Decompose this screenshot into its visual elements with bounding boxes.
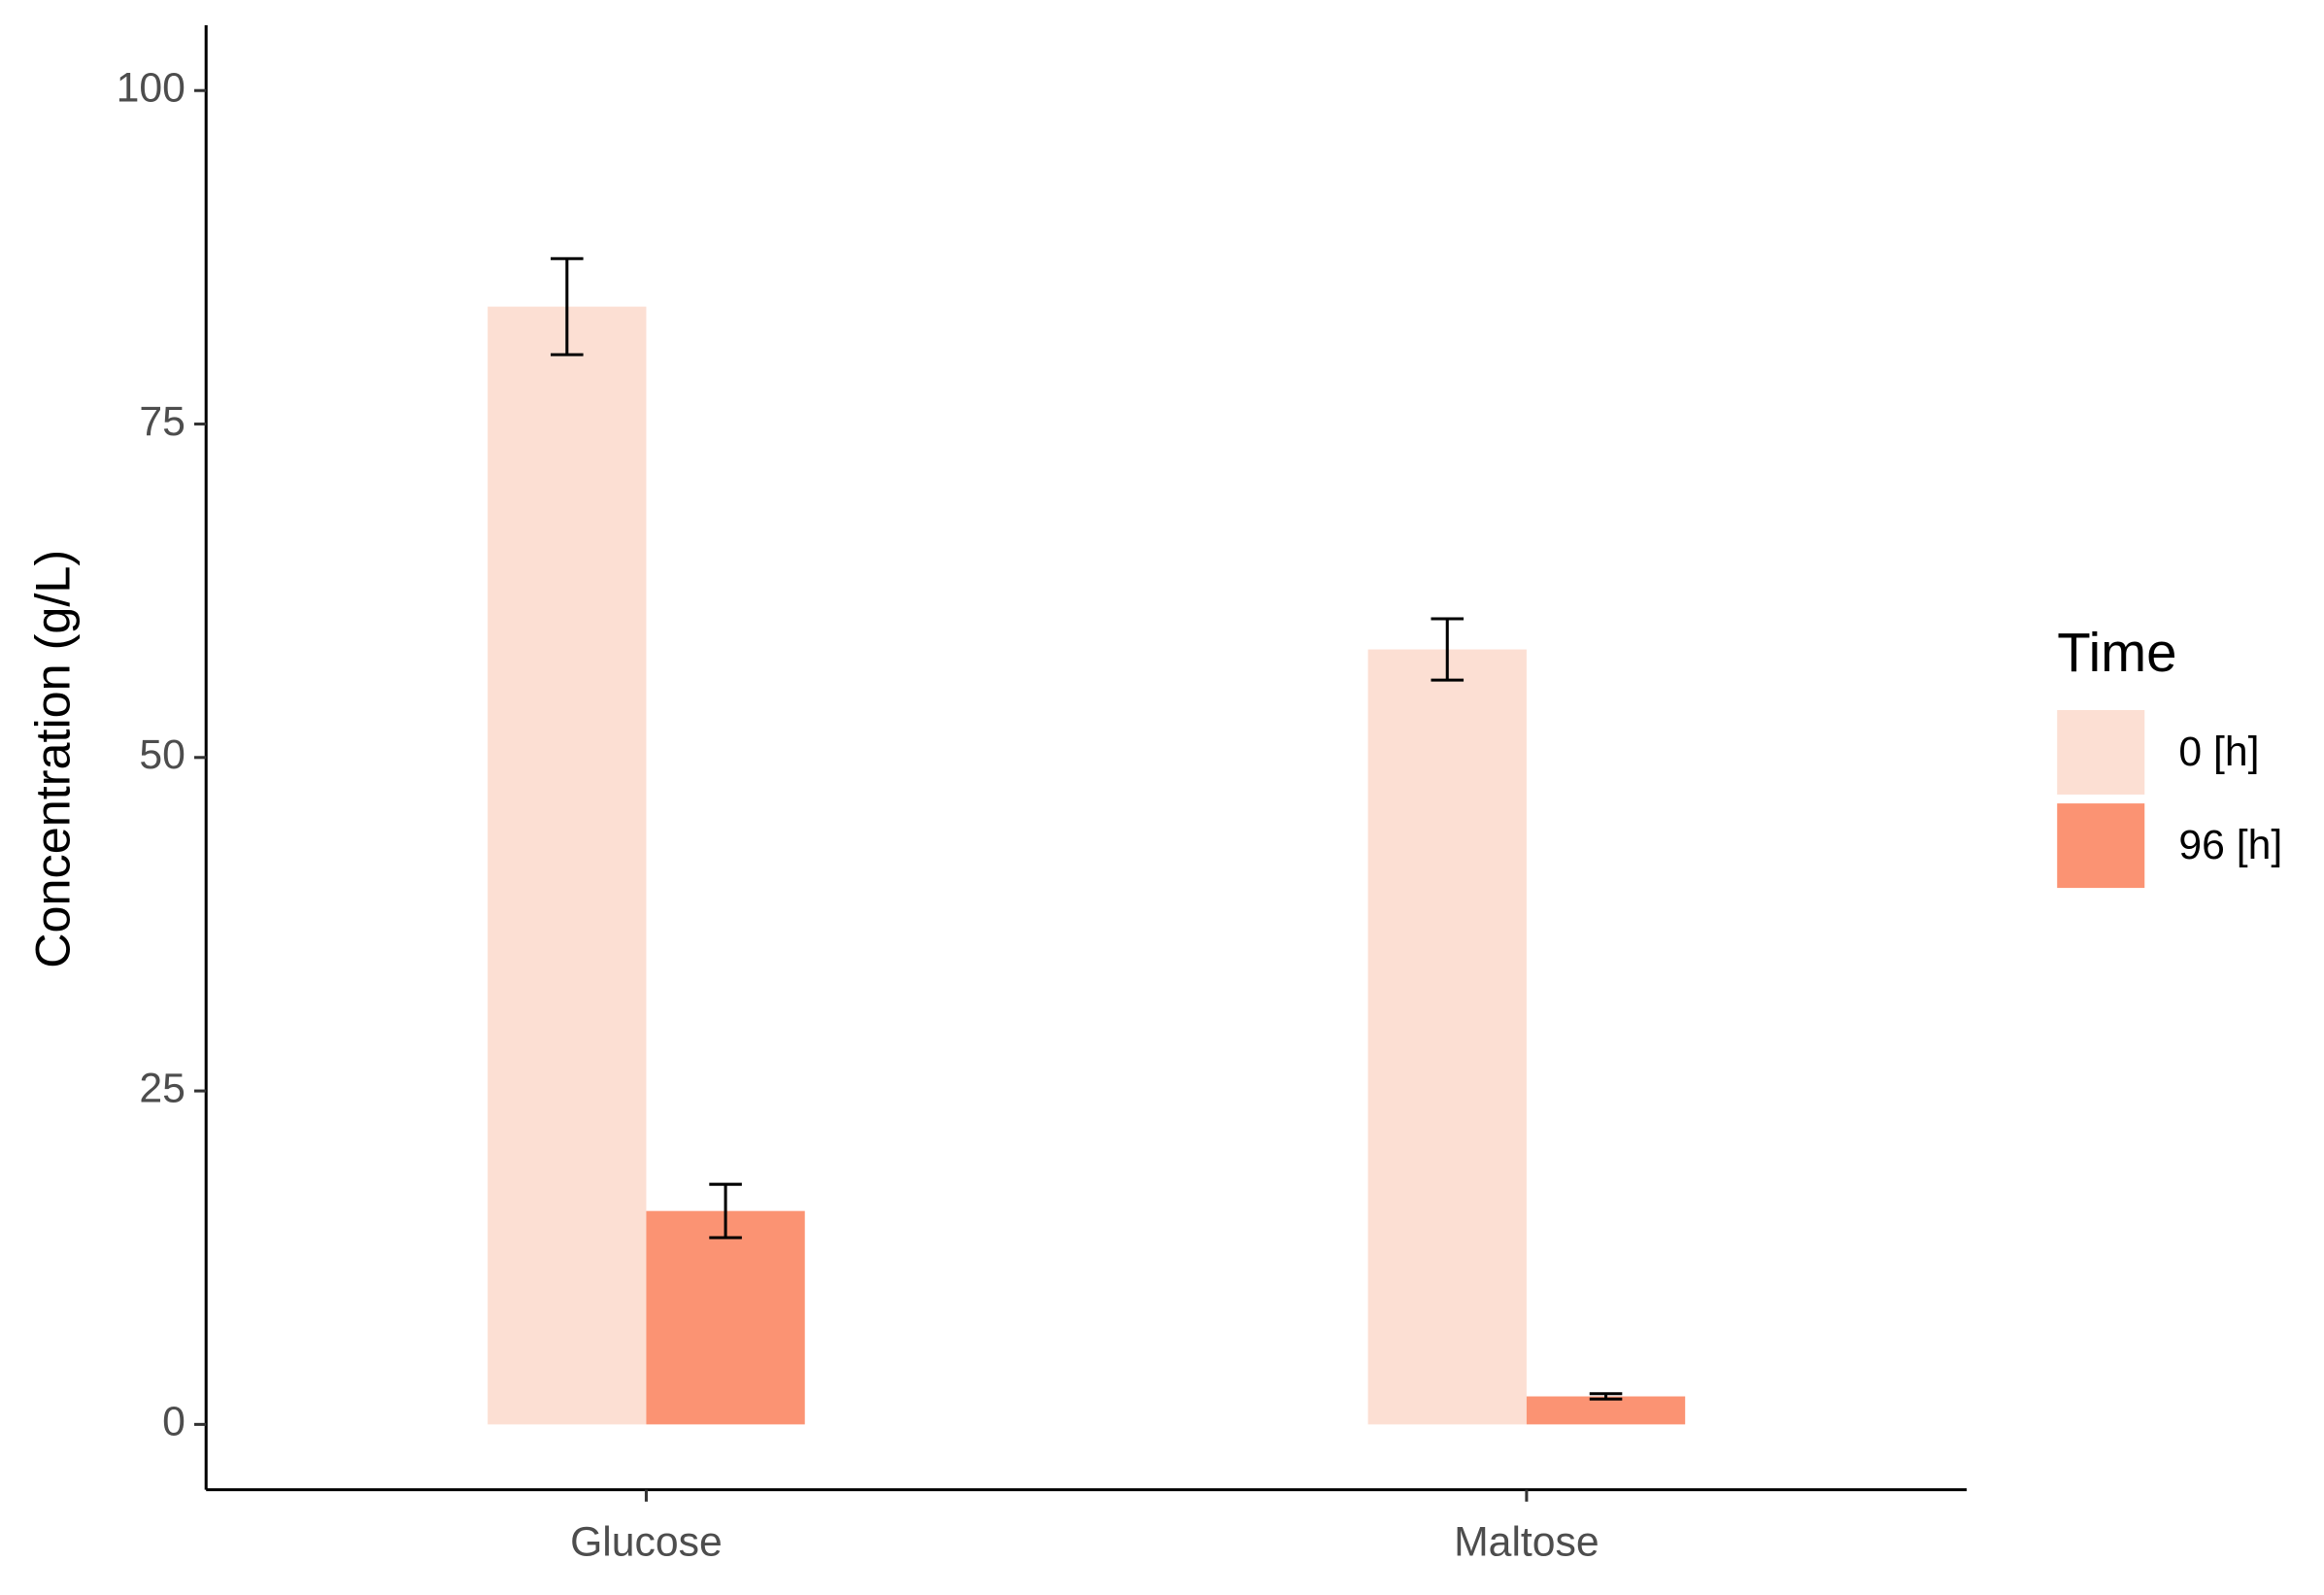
bar — [646, 1210, 805, 1425]
y-tick-label: 25 — [139, 1065, 185, 1111]
y-tick-label: 0 — [162, 1399, 185, 1445]
y-tick-label: 75 — [139, 398, 185, 445]
bar — [488, 306, 647, 1425]
legend-title: Time — [2057, 622, 2176, 683]
y-axis-label: Concentration (g/L) — [24, 550, 80, 968]
error-bar — [709, 1182, 742, 1239]
legend-label: 96 [h] — [2178, 822, 2282, 868]
x-tick-label: Glucose — [570, 1518, 723, 1565]
x-tick-label: Maltose — [1454, 1518, 1600, 1565]
bar — [1526, 1396, 1686, 1425]
error-bar — [1589, 1392, 1623, 1401]
legend-key — [2057, 709, 2145, 795]
bar — [1367, 649, 1527, 1425]
y-tick-label: 100 — [117, 65, 185, 112]
legend-label: 0 [h] — [2178, 729, 2259, 775]
legend-key — [2057, 803, 2145, 889]
y-tick-label: 50 — [139, 731, 185, 778]
error-bar — [1431, 617, 1465, 682]
error-bar — [551, 256, 584, 356]
